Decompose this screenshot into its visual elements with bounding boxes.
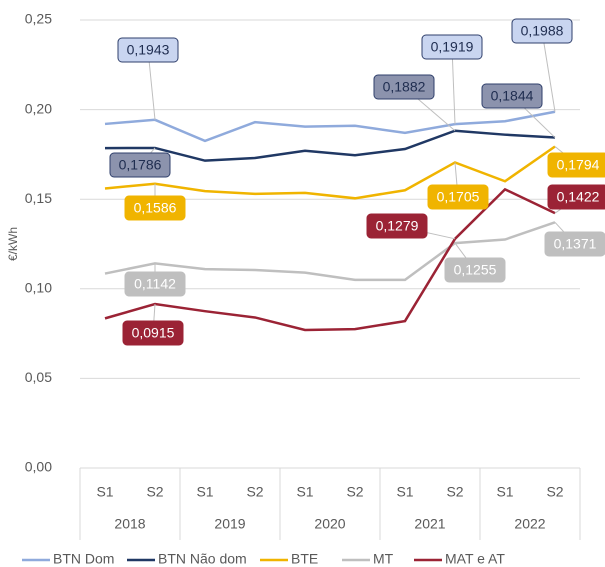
data-label-box [444,257,506,283]
y-tick-label: 0,00 [25,459,52,475]
data-label-box [122,320,184,346]
data-label-box [427,184,489,210]
series-line [104,110,556,143]
x-tick-label: S2 [246,484,263,500]
leader-line [541,30,556,112]
data-label: 0,1882 [383,79,426,95]
legend-label: MAT e AT [445,551,505,567]
x-tick-label: S1 [496,484,513,500]
data-label-box [544,231,605,257]
data-label-box [109,152,171,178]
x-tick-label: S2 [346,484,363,500]
x-tick-label: S1 [396,484,413,500]
x-tick-label: S2 [446,484,463,500]
legend-label: BTN Dom [53,551,114,567]
data-label: 0,1586 [134,200,177,216]
x-tick-label: S1 [296,484,313,500]
data-label-box [366,213,428,239]
series-line [104,145,556,200]
data-label: 0,1279 [376,218,419,234]
data-label-box [547,152,605,178]
x-group-label: 2021 [414,516,445,532]
data-label: 0,1844 [491,88,534,104]
series-line [104,187,556,332]
data-label-box [373,74,435,100]
series-line [104,221,556,282]
y-tick-label: 0,05 [25,369,52,385]
y-tick-label: 0,20 [25,100,52,116]
y-tick-label: 0,15 [25,190,52,206]
x-group-label: 2022 [514,516,545,532]
data-label: 0,1142 [134,276,176,292]
y-tick-label: 0,10 [25,280,52,296]
x-group-label: 2020 [314,516,345,532]
legend-label: BTN Não dom [158,551,247,567]
data-label: 0,1919 [431,39,474,55]
data-label: 0,1705 [437,189,480,205]
data-label: 0,0915 [132,325,175,341]
data-label-box [124,195,186,221]
data-label: 0,1988 [521,23,564,39]
leader-line [451,46,456,125]
y-tick-label: 0,25 [25,11,52,27]
data-label: 0,1786 [119,157,162,173]
x-group-label: 2018 [114,516,145,532]
data-label-box [481,83,543,109]
data-label-box [124,271,186,297]
x-tick-label: S2 [546,484,563,500]
legend-label: BTE [291,551,318,567]
x-group-label: 2019 [214,516,245,532]
data-label: 0,1371 [554,236,597,252]
series-line [104,129,556,162]
data-label: 0,1943 [127,42,170,58]
data-label-box [511,18,573,44]
data-label-box [421,34,483,60]
y-axis-label: €/kWh [6,227,20,261]
data-label: 0,1255 [454,262,497,278]
data-label-box [547,184,605,210]
x-tick-label: S1 [196,484,213,500]
x-tick-label: S2 [146,484,163,500]
data-label-box [117,37,179,63]
legend-label: MT [373,551,394,567]
data-label: 0,1794 [557,157,600,173]
data-label: 0,1422 [557,189,600,205]
x-tick-label: S1 [96,484,113,500]
